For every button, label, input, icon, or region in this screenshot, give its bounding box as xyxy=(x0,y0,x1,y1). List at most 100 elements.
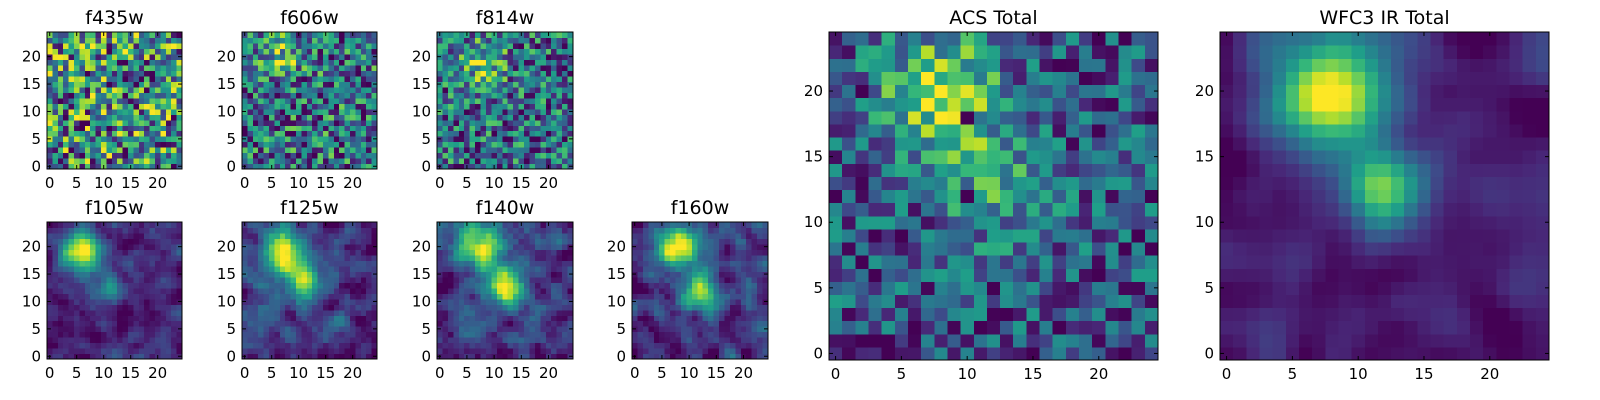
heatmap-cell xyxy=(47,320,53,327)
heatmap-cell xyxy=(453,48,460,55)
heatmap-cell xyxy=(160,232,167,240)
heatmap-cell xyxy=(664,320,671,327)
heatmap-cell xyxy=(52,331,59,338)
heatmap-cell xyxy=(344,86,351,93)
heatmap-cell xyxy=(171,331,178,338)
heatmap-cell xyxy=(263,348,270,355)
heatmap-cell xyxy=(155,254,161,261)
heatmap-cell xyxy=(719,315,726,322)
heatmap-cell xyxy=(242,265,248,272)
heatmap-cell xyxy=(160,130,167,137)
heatmap-cell xyxy=(52,59,59,66)
heatmap-cell xyxy=(691,238,698,245)
heatmap-cell xyxy=(269,293,275,300)
heatmap-cell xyxy=(68,64,75,71)
x-tick-label: 0 xyxy=(240,364,250,382)
heatmap-cell xyxy=(986,255,1001,269)
heatmap-cell xyxy=(117,130,124,137)
heatmap-cell xyxy=(1000,320,1014,335)
heatmap-cell xyxy=(138,130,145,137)
heatmap-cell xyxy=(355,227,362,234)
heatmap-cell xyxy=(562,97,569,104)
heatmap-cell xyxy=(171,32,178,39)
heatmap-cell xyxy=(296,271,302,278)
heatmap-cell xyxy=(101,53,107,60)
heatmap-cell xyxy=(697,315,704,322)
heatmap-cell xyxy=(453,32,460,39)
heatmap-cell xyxy=(279,249,286,256)
heatmap-cell xyxy=(842,241,856,256)
heatmap-cell xyxy=(133,141,140,148)
heatmap-cell xyxy=(708,249,715,256)
heatmap-cell xyxy=(79,158,86,165)
heatmap-cell xyxy=(242,331,248,338)
heatmap-cell xyxy=(155,97,161,104)
heatmap-cell xyxy=(907,215,922,230)
heatmap-cell xyxy=(333,147,340,154)
heatmap-cell xyxy=(57,271,64,278)
heatmap-cell xyxy=(90,86,97,93)
heatmap-cell xyxy=(719,238,726,245)
heatmap-cell xyxy=(529,59,536,66)
heatmap-cell xyxy=(475,315,482,322)
heatmap-cell xyxy=(63,254,70,261)
heatmap-cell xyxy=(269,342,275,349)
heatmap-cell xyxy=(675,293,682,300)
heatmap-cell xyxy=(360,260,367,267)
heatmap-cell xyxy=(921,320,935,335)
heatmap-cell xyxy=(653,348,660,355)
heatmap-cell xyxy=(513,342,520,349)
heatmap-cell xyxy=(68,337,75,344)
heatmap-cell xyxy=(258,53,265,60)
heatmap-cell xyxy=(469,152,476,159)
heatmap-cell xyxy=(485,141,492,148)
heatmap-cell xyxy=(111,59,118,66)
heatmap-cell xyxy=(350,298,356,305)
heatmap-cell xyxy=(252,276,259,283)
heatmap-cell xyxy=(285,53,292,60)
heatmap-cell xyxy=(469,232,476,240)
heatmap-cell xyxy=(47,276,53,283)
heatmap-cell xyxy=(122,130,129,137)
heatmap-cell xyxy=(947,241,962,256)
heatmap-cell xyxy=(713,309,720,316)
heatmap-cell xyxy=(437,342,444,349)
heatmap-cell xyxy=(90,114,97,121)
heatmap-cell xyxy=(524,315,531,322)
heatmap-cell xyxy=(960,202,975,217)
heatmap-cell xyxy=(296,342,302,349)
heatmap-cell xyxy=(285,136,292,143)
heatmap-cell xyxy=(149,48,156,55)
heatmap-cell xyxy=(301,152,308,159)
heatmap-cell xyxy=(453,86,460,93)
heatmap-cell xyxy=(648,293,655,300)
heatmap-cell xyxy=(117,141,124,148)
heatmap-cell xyxy=(829,163,843,177)
heatmap-cell xyxy=(1039,215,1054,230)
heatmap-cell xyxy=(79,265,86,272)
heatmap-cell xyxy=(101,103,107,110)
heatmap-cell xyxy=(540,232,547,240)
heatmap-cell xyxy=(149,331,156,338)
heatmap-cell xyxy=(47,64,53,71)
heatmap-cell xyxy=(133,315,140,322)
heatmap-cell xyxy=(339,320,346,327)
heatmap-cell xyxy=(729,293,736,300)
heatmap-cell xyxy=(829,255,843,269)
heatmap-cell xyxy=(642,337,649,344)
heatmap-cell xyxy=(306,254,313,261)
heatmap-cell xyxy=(247,287,254,294)
heatmap-cell xyxy=(350,348,356,355)
heatmap-cell xyxy=(57,92,64,99)
heatmap-cell xyxy=(317,86,324,93)
heatmap-cell xyxy=(686,331,693,338)
heatmap-cell xyxy=(285,163,292,170)
heatmap-cell xyxy=(507,337,514,344)
heatmap-cell xyxy=(842,281,856,295)
heatmap-cell xyxy=(507,331,514,338)
heatmap-cell xyxy=(545,59,552,66)
heatmap-cell xyxy=(480,337,487,344)
heatmap-cell xyxy=(133,227,140,234)
heatmap-cell xyxy=(323,97,329,104)
heatmap-cell xyxy=(518,315,525,322)
